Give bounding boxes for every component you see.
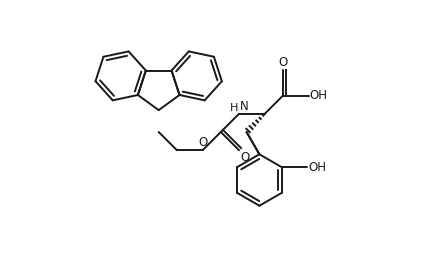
Text: O: O xyxy=(278,56,288,69)
Text: O: O xyxy=(198,136,207,149)
Text: OH: OH xyxy=(310,89,327,102)
Text: N: N xyxy=(240,100,249,113)
Text: H: H xyxy=(230,103,238,113)
Text: O: O xyxy=(240,151,249,164)
Text: OH: OH xyxy=(308,161,327,174)
